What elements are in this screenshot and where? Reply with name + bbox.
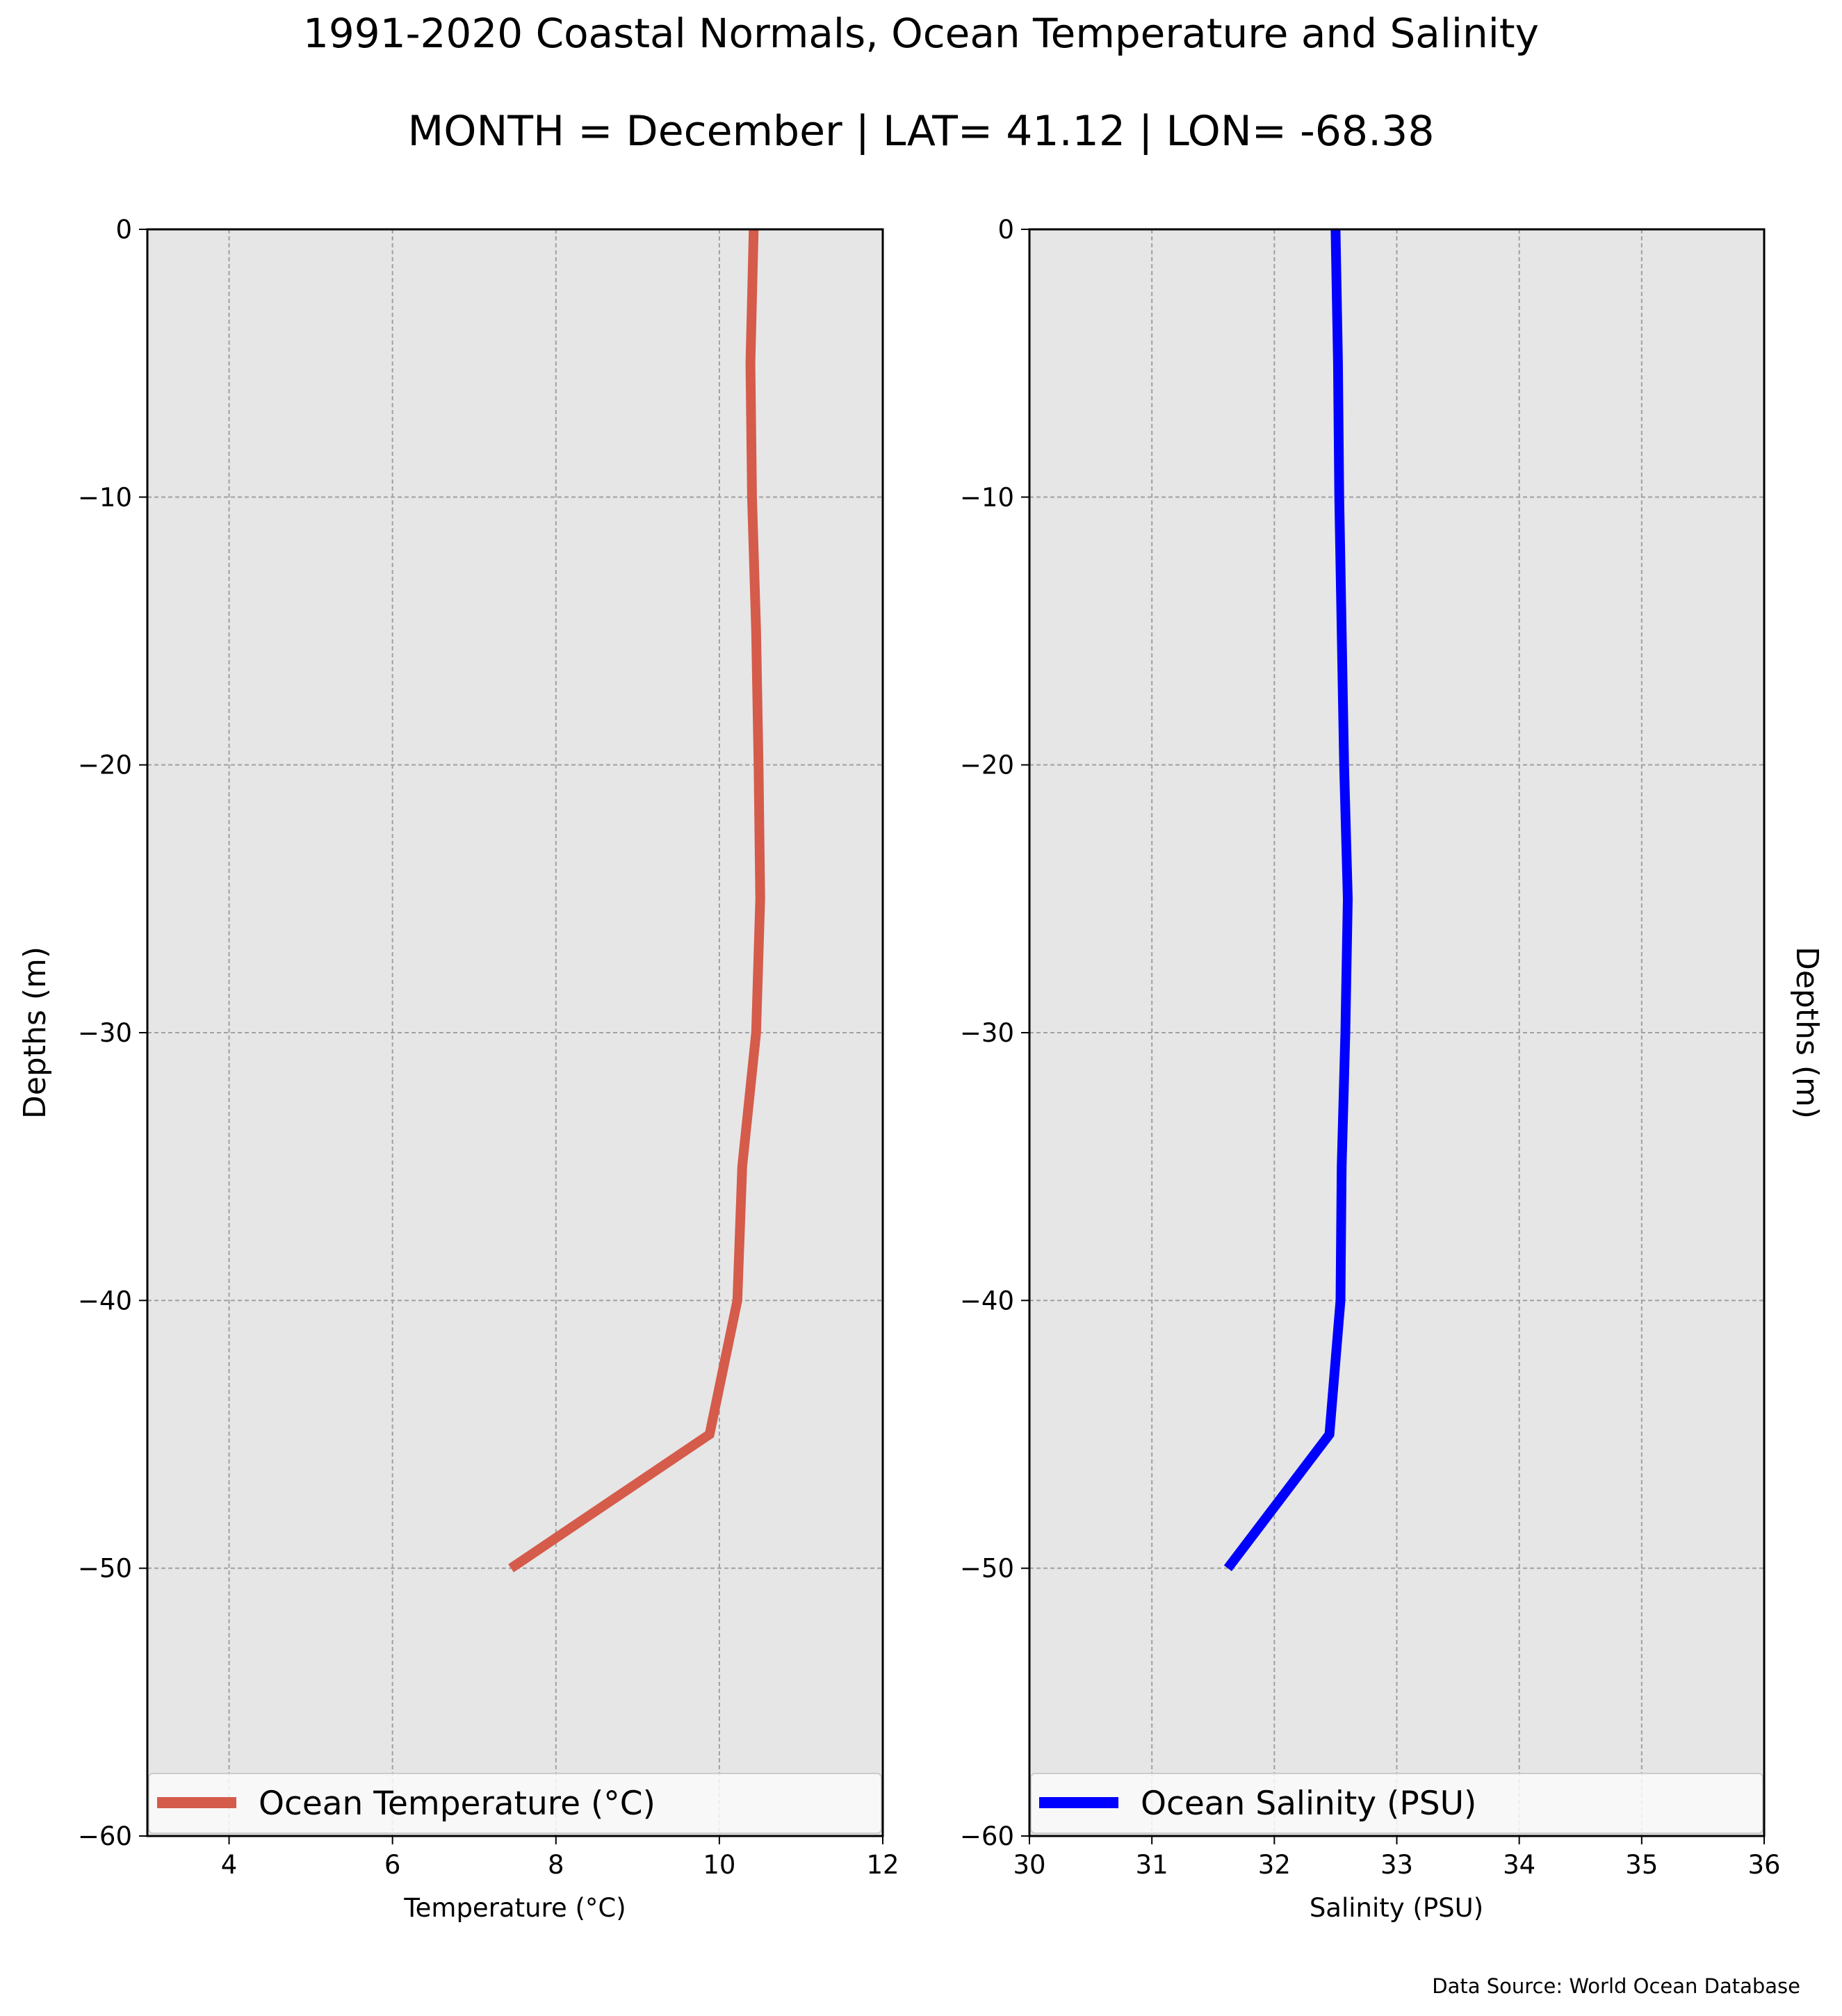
salinity-ytick-label: −20 xyxy=(960,751,1014,780)
temperature-ylabel: Depths (m) xyxy=(17,946,53,1119)
salinity-ytick-label: −60 xyxy=(960,1821,1014,1851)
salinity-ytick-label: −30 xyxy=(960,1018,1014,1048)
temperature-plot-area xyxy=(147,229,883,1836)
temperature-axes: Ocean Temperature (°C) 4 6 8 10 12 0 −10 −20 −30… xyxy=(17,215,899,1923)
salinity-legend-box xyxy=(1030,1773,1763,1834)
temperature-ytick-label: 0 xyxy=(115,215,132,245)
data-source-note: Data Source: World Ocean Database xyxy=(1432,1974,1800,1998)
salinity-xtick-label: 31 xyxy=(1136,1850,1168,1880)
salinity-legend: Ocean Salinity (PSU) xyxy=(1030,1773,1763,1834)
temperature-legend-label: Ocean Temperature (°C) xyxy=(259,1785,655,1823)
salinity-ticks: 30 31 32 33 34 35 36 0 −10 −20 −30 −40 −50 −60 xyxy=(960,215,1781,1880)
chart-subtitle: MONTH = December | LAT= 41.12 | LON= -68… xyxy=(407,107,1435,156)
temperature-series xyxy=(508,229,765,1573)
temperature-ytick-label: −60 xyxy=(78,1821,132,1851)
salinity-series xyxy=(1223,229,1353,1571)
temperature-profile-line xyxy=(508,229,765,1573)
temperature-legend-box xyxy=(148,1773,882,1834)
temperature-ytick-label: −40 xyxy=(78,1286,132,1316)
temperature-ytick-label: −50 xyxy=(78,1554,132,1584)
salinity-xtick-label: 32 xyxy=(1258,1850,1291,1880)
salinity-ylabel: Depths (m) xyxy=(1789,946,1825,1119)
salinity-xtick-label: 34 xyxy=(1503,1850,1535,1880)
temperature-xtick-label: 10 xyxy=(703,1850,735,1880)
temperature-xtick-label: 12 xyxy=(866,1850,899,1880)
temperature-xtick-label: 6 xyxy=(384,1850,401,1880)
salinity-xlabel: Salinity (PSU) xyxy=(1310,1893,1483,1923)
temperature-ytick-label: −30 xyxy=(78,1018,132,1048)
temperature-ytick-label: −10 xyxy=(78,482,132,512)
salinity-xtick-label: 35 xyxy=(1625,1850,1658,1880)
salinity-ytick-label: −10 xyxy=(960,482,1014,512)
salinity-profile-line xyxy=(1223,229,1353,1571)
chart-title: 1991-2020 Coastal Normals, Ocean Tempera… xyxy=(303,10,1539,57)
temperature-ytick-label: −20 xyxy=(78,751,132,780)
salinity-axes: Ocean Salinity (PSU) 30 31 32 33 34 35 36 0 −10 −… xyxy=(960,215,1825,1923)
salinity-legend-label: Ocean Salinity (PSU) xyxy=(1141,1785,1476,1823)
salinity-ytick-label: −40 xyxy=(960,1286,1014,1316)
temperature-legend: Ocean Temperature (°C) xyxy=(148,1773,882,1834)
temperature-xtick-label: 8 xyxy=(548,1850,564,1880)
salinity-xtick-label: 30 xyxy=(1013,1850,1045,1880)
salinity-ytick-label: −50 xyxy=(960,1554,1014,1584)
temperature-xlabel: Temperature (°C) xyxy=(403,1893,626,1923)
temperature-ticks: 4 6 8 10 12 0 −10 −20 −30 −40 −50 −60 xyxy=(78,215,899,1880)
salinity-xtick-label: 36 xyxy=(1747,1850,1780,1880)
temperature-xtick-label: 4 xyxy=(221,1850,238,1880)
salinity-ytick-label: 0 xyxy=(997,215,1014,245)
salinity-xtick-label: 33 xyxy=(1380,1850,1413,1880)
